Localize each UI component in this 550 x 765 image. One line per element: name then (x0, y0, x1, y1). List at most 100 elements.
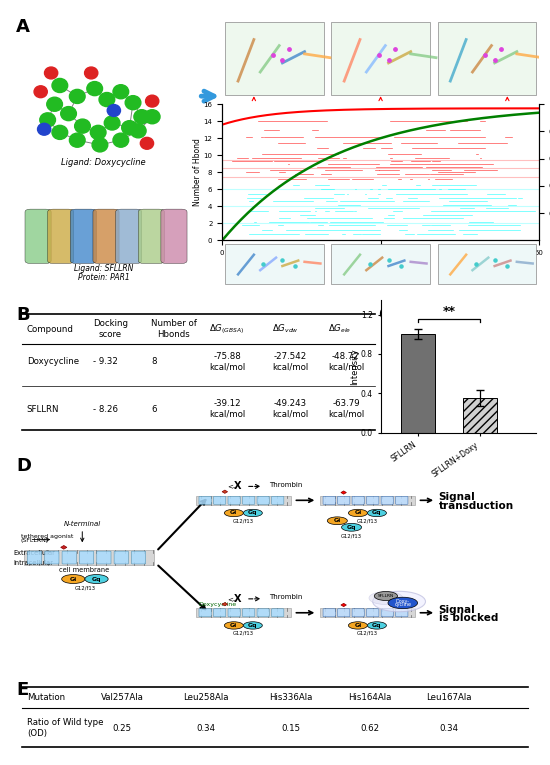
Text: X: X (234, 594, 242, 604)
Text: -63.79
kcal/mol: -63.79 kcal/mol (328, 399, 364, 418)
Text: Gi: Gi (334, 518, 341, 523)
FancyBboxPatch shape (213, 609, 226, 617)
Text: Val257Ala: Val257Ala (101, 693, 144, 702)
FancyBboxPatch shape (114, 551, 128, 564)
Text: Doxycycline: Doxycycline (199, 602, 236, 607)
Text: Ratio of Wild type
(OD): Ratio of Wild type (OD) (27, 718, 103, 737)
Text: D: D (16, 457, 31, 475)
FancyBboxPatch shape (243, 496, 255, 504)
Text: $\Delta G_{(GBSA)}$: $\Delta G_{(GBSA)}$ (209, 322, 245, 336)
FancyBboxPatch shape (131, 551, 146, 564)
Text: His164Ala: His164Ala (348, 693, 392, 702)
Text: G12/f13: G12/f13 (233, 518, 254, 523)
Circle shape (388, 597, 417, 609)
Text: 0.34: 0.34 (439, 724, 459, 733)
Text: cell membrane: cell membrane (58, 567, 109, 573)
FancyBboxPatch shape (323, 609, 336, 617)
Text: -39.12
kcal/mol: -39.12 kcal/mol (209, 399, 245, 418)
Text: Gq: Gq (372, 510, 382, 516)
Text: Gq: Gq (248, 623, 257, 628)
Text: Gi: Gi (354, 510, 361, 516)
FancyBboxPatch shape (323, 496, 336, 504)
Text: - 9.32: - 9.32 (93, 357, 118, 366)
FancyBboxPatch shape (199, 496, 211, 504)
Polygon shape (60, 545, 67, 549)
Circle shape (243, 622, 262, 629)
Text: <-: <- (228, 483, 236, 490)
FancyBboxPatch shape (97, 551, 111, 564)
FancyBboxPatch shape (338, 609, 350, 617)
Text: Signal: Signal (439, 492, 475, 503)
FancyBboxPatch shape (257, 496, 270, 504)
Circle shape (369, 591, 403, 604)
FancyBboxPatch shape (243, 609, 255, 617)
Circle shape (327, 517, 348, 525)
Circle shape (367, 622, 387, 629)
Text: tethered agonist: tethered agonist (20, 534, 73, 539)
Bar (320, 608, 415, 617)
Text: (SFLLRN): (SFLLRN) (20, 538, 49, 542)
FancyBboxPatch shape (45, 551, 59, 564)
Circle shape (373, 591, 426, 612)
Text: Intracellular: Intracellular (14, 560, 54, 566)
Text: G12/f13: G12/f13 (357, 518, 378, 523)
Bar (196, 496, 291, 505)
FancyBboxPatch shape (352, 609, 364, 617)
Text: $\Delta G_{vdw}$: $\Delta G_{vdw}$ (272, 323, 299, 335)
Bar (24, 550, 153, 565)
Text: Gi: Gi (230, 510, 238, 516)
Circle shape (367, 509, 387, 516)
Text: Leu258Ala: Leu258Ala (184, 693, 229, 702)
Text: SFLLRN: SFLLRN (27, 405, 59, 414)
Text: Thrombin: Thrombin (268, 482, 302, 488)
FancyBboxPatch shape (395, 609, 408, 617)
FancyBboxPatch shape (352, 496, 364, 504)
Text: 0.62: 0.62 (360, 724, 379, 733)
Circle shape (348, 622, 367, 629)
FancyBboxPatch shape (228, 496, 240, 504)
FancyBboxPatch shape (381, 496, 393, 504)
Text: G12/f13: G12/f13 (74, 585, 95, 591)
Text: Gq: Gq (372, 623, 382, 628)
Circle shape (342, 523, 361, 531)
Text: -48.72
kcal/mol: -48.72 kcal/mol (328, 352, 364, 371)
Text: Docking
score: Docking score (93, 319, 128, 339)
Text: Gq: Gq (92, 577, 101, 581)
Text: -27.542
kcal/mol: -27.542 kcal/mol (272, 352, 309, 371)
FancyBboxPatch shape (213, 496, 226, 504)
Text: A: A (16, 18, 30, 36)
Circle shape (243, 509, 262, 516)
FancyBboxPatch shape (257, 609, 270, 617)
Text: cycline: cycline (394, 603, 411, 607)
Text: B: B (16, 306, 30, 324)
FancyBboxPatch shape (62, 551, 76, 564)
Text: His336Ala: His336Ala (269, 693, 312, 702)
Circle shape (374, 591, 398, 601)
FancyBboxPatch shape (395, 496, 408, 504)
Text: -49.243
kcal/mol: -49.243 kcal/mol (272, 399, 309, 418)
Circle shape (348, 509, 367, 516)
Text: Doxy-: Doxy- (396, 599, 410, 604)
Bar (320, 496, 415, 505)
Text: G12/f13: G12/f13 (341, 533, 362, 539)
Text: Gi: Gi (354, 623, 361, 628)
Bar (196, 608, 291, 617)
FancyBboxPatch shape (228, 609, 240, 617)
Text: Extracellular: Extracellular (14, 550, 56, 556)
Text: C: C (378, 306, 391, 324)
Text: E: E (16, 681, 29, 698)
Text: 0.25: 0.25 (112, 724, 131, 733)
FancyBboxPatch shape (199, 609, 211, 617)
Circle shape (224, 509, 243, 516)
Text: 8: 8 (151, 357, 156, 366)
Text: 0.34: 0.34 (197, 724, 216, 733)
Circle shape (224, 622, 243, 629)
Text: SFLLRN: SFLLRN (378, 594, 394, 598)
Polygon shape (341, 604, 346, 607)
FancyBboxPatch shape (28, 551, 42, 564)
Text: Doxycycline: Doxycycline (27, 357, 79, 366)
FancyBboxPatch shape (79, 551, 94, 564)
Text: Mutation: Mutation (27, 693, 65, 702)
Text: G12/f13: G12/f13 (233, 630, 254, 636)
FancyBboxPatch shape (381, 609, 393, 617)
